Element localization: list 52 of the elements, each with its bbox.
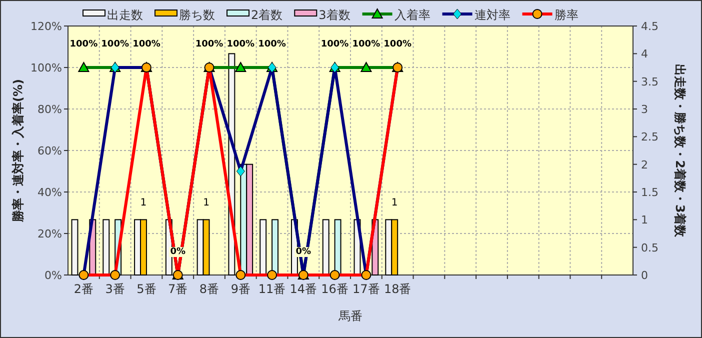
y2-tick-label: 3.5 — [641, 75, 658, 88]
x-tick-label: 5番 — [136, 282, 156, 296]
x-axis-title: 馬番 — [338, 309, 362, 323]
data-label: 100% — [132, 40, 160, 50]
y2-tick-label: 1 — [641, 214, 648, 227]
x-tick-label: 16番 — [321, 282, 348, 296]
x-tick-label: 11番 — [258, 282, 286, 296]
y-tick-label: 120% — [30, 20, 62, 33]
y-tick-label: 100% — [30, 62, 62, 74]
legend-label: 3着数 — [318, 8, 350, 22]
y2-tick-label: 3 — [641, 103, 648, 116]
data-label: 100% — [320, 40, 349, 50]
y2-tick-label: 0.5 — [641, 241, 658, 254]
data-label: 1 — [140, 198, 147, 209]
y-axis-title: 勝率・連対率・入着率(%) — [11, 79, 25, 223]
y-tick-label: 40% — [38, 186, 62, 199]
y-tick-label: 20% — [38, 228, 62, 240]
y2-tick-label: 2 — [641, 158, 648, 172]
y-tick-label: 0% — [44, 269, 62, 282]
data-label: 100% — [384, 40, 412, 50]
x-tick-label: 7番 — [168, 282, 188, 296]
x-tick-label: 17番 — [352, 282, 380, 296]
legend-label: 勝ち数 — [179, 8, 215, 22]
y2-tick-label: 0 — [641, 269, 648, 282]
y2-axis-title: 出走数・勝ち数・2着数・3着数 — [673, 64, 687, 238]
data-label: 0% — [296, 247, 312, 257]
x-tick-label: 18番 — [384, 282, 412, 296]
x-tick-label: 2番 — [74, 282, 94, 296]
x-tick-label: 9番 — [230, 282, 250, 296]
legend-label: 入着率 — [394, 8, 430, 22]
legend-label: 出走数 — [107, 8, 143, 22]
y-tick-label: 60% — [38, 144, 62, 158]
legend-label: 連対率 — [474, 8, 510, 22]
data-label: 1 — [391, 198, 398, 209]
data-label: 100% — [70, 40, 98, 50]
legend-label: 勝率 — [554, 8, 578, 22]
y2-tick-label: 4 — [641, 48, 648, 61]
x-tick-label: 8番 — [199, 282, 220, 296]
legend-label: 2着数 — [251, 8, 283, 22]
x-tick-label: 14番 — [290, 282, 318, 296]
y-tick-label: 80% — [38, 103, 62, 116]
x-tick-label: 3番 — [105, 282, 125, 296]
data-label: 100% — [352, 40, 380, 50]
y2-tick-label: 4.5 — [641, 20, 658, 33]
data-label: 1 — [203, 198, 210, 209]
data-label: 100% — [258, 40, 286, 50]
data-label: 100% — [226, 40, 255, 50]
y2-tick-label: 2.5 — [641, 130, 658, 144]
data-label: 0% — [170, 247, 186, 257]
data-label: 100% — [195, 40, 224, 50]
data-label: 100% — [101, 40, 129, 50]
y2-tick-label: 1.5 — [641, 186, 658, 199]
